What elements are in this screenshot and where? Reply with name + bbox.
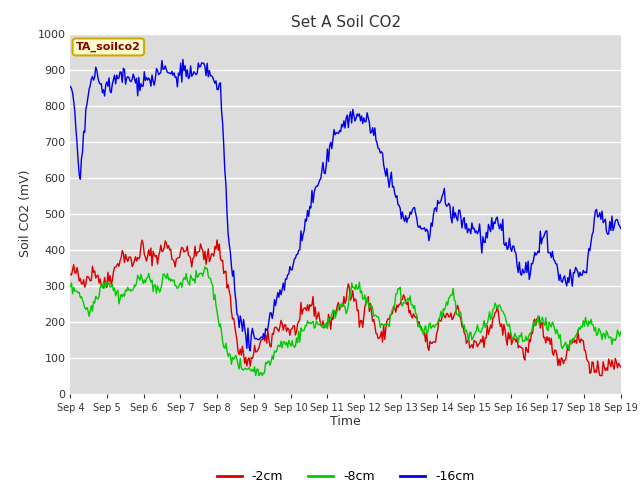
Y-axis label: Soil CO2 (mV): Soil CO2 (mV)	[19, 170, 32, 257]
Title: Set A Soil CO2: Set A Soil CO2	[291, 15, 401, 30]
Legend: -2cm, -8cm, -16cm: -2cm, -8cm, -16cm	[212, 465, 479, 480]
Text: TA_soilco2: TA_soilco2	[76, 42, 141, 52]
X-axis label: Time: Time	[330, 415, 361, 429]
